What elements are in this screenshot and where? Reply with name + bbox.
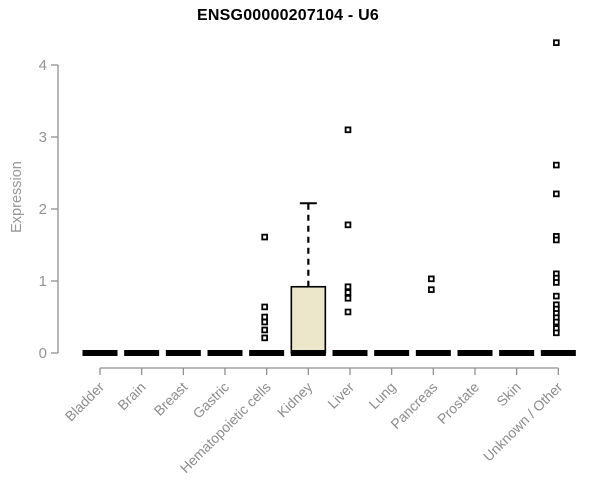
outlier-point: [261, 318, 268, 326]
outlier-point: [344, 289, 352, 296]
box-rect: [290, 285, 327, 354]
y-tick-label: 0: [39, 345, 47, 362]
outlier-point: [553, 292, 560, 300]
boxplot-brain: [124, 350, 160, 356]
outlier-point: [261, 233, 268, 241]
median-bar: [290, 350, 326, 356]
median-bar: [374, 350, 410, 356]
outlier-point: [553, 318, 560, 326]
outlier-point: [344, 308, 352, 316]
x-category-label-prostate: Prostate: [434, 379, 482, 427]
boxplot-prostate: [457, 350, 493, 356]
boxplot-pancreas: [415, 275, 451, 356]
y-tick-label: 2: [39, 201, 47, 218]
boxplot-hematopoietic-cells: [249, 233, 285, 356]
outlier-point: [553, 190, 560, 198]
median-bar: [82, 350, 118, 356]
x-category-label-bladder: Bladder: [62, 379, 108, 425]
outlier-point: [344, 294, 352, 302]
boxplot-bladder: [82, 350, 118, 356]
boxplot-unknown-other: [540, 39, 576, 356]
chart-title: ENSG00000207104 - U6: [197, 7, 379, 24]
boxplot-liver: [332, 126, 368, 356]
outlier-point: [344, 126, 352, 134]
median-bar: [499, 350, 535, 356]
boxplot-breast: [165, 350, 201, 356]
median-bar: [165, 350, 201, 356]
outlier-point: [553, 279, 560, 286]
median-bar: [207, 350, 243, 356]
median-bar: [457, 350, 493, 356]
boxplot-lung: [374, 350, 410, 356]
x-category-label-skin: Skin: [493, 379, 524, 410]
x-category-label-liver: Liver: [324, 379, 357, 412]
outlier-point: [261, 326, 268, 334]
x-category-label-breast: Breast: [151, 379, 191, 419]
outlier-point: [344, 283, 352, 291]
x-category-label-kidney: Kidney: [274, 379, 316, 421]
median-bar: [124, 350, 160, 356]
outlier-point: [553, 329, 560, 337]
boxplot-skin: [499, 350, 535, 356]
outlier-point: [553, 39, 560, 46]
boxplot-gastric: [207, 350, 243, 356]
median-bar: [249, 350, 285, 356]
x-category-label-unknown-other: Unknown / Other: [480, 379, 566, 465]
outlier-point: [428, 275, 435, 283]
outlier-point: [428, 286, 435, 293]
x-category-label-brain: Brain: [114, 379, 148, 413]
y-tick-label: 3: [39, 129, 47, 146]
outlier-point: [261, 313, 268, 321]
outlier-point: [553, 236, 560, 244]
outlier-point: [344, 221, 352, 229]
x-category-label-lung: Lung: [365, 379, 398, 412]
median-bar: [540, 350, 576, 356]
y-tick-label: 1: [39, 273, 47, 290]
median-bar: [415, 350, 451, 356]
median-bar: [332, 350, 368, 356]
y-tick-label: 4: [39, 57, 47, 74]
outlier-point: [261, 334, 268, 342]
outlier-point: [553, 161, 560, 169]
boxplot-kidney: [290, 202, 327, 356]
outlier-point: [261, 303, 268, 311]
